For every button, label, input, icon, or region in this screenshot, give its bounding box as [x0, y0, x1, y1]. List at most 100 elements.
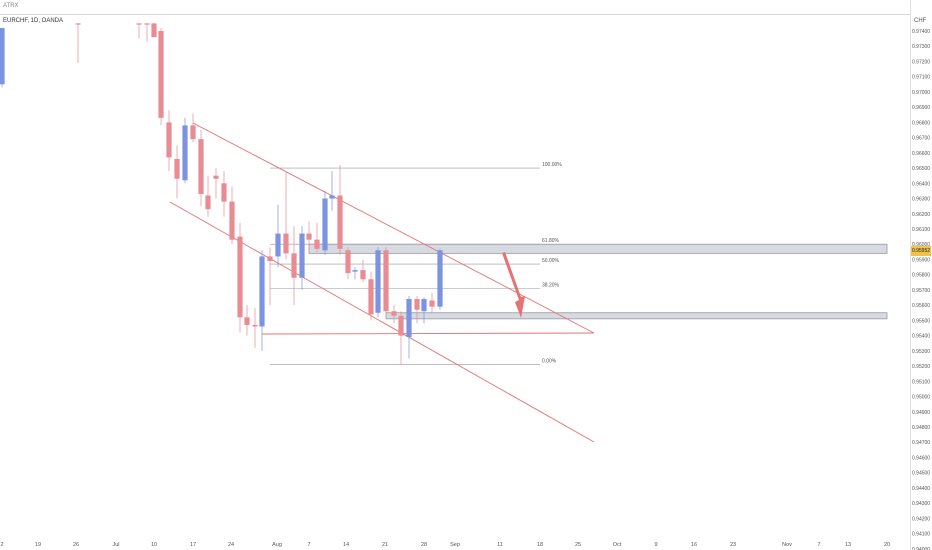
price-tick: 0.94400 — [912, 486, 930, 492]
time-label: 14 — [343, 542, 349, 548]
candle-body — [368, 279, 374, 315]
time-axis[interactable]: 2 19 26 Jul 10 17 24 Aug 7 14 21 28 Sep 11 18 25 Oct 9 16 2… — [0, 542, 890, 548]
time-label: 28 — [421, 542, 427, 548]
indicator-bar: ATRX — [0, 0, 910, 15]
price-tick: 0.95500 — [912, 318, 930, 324]
price-tick: 0.94900 — [912, 410, 930, 416]
price-tick: 0.96300 — [912, 197, 930, 203]
price-tick: 0.96500 — [912, 166, 930, 172]
price-tick: 0.95300 — [912, 349, 930, 355]
price-tick: 0.95000 — [912, 395, 930, 401]
current-price-label: 0.95952 — [911, 246, 931, 256]
resistance-zone — [308, 243, 888, 254]
price-tick: 0.95400 — [912, 334, 930, 340]
currency-label: CHF — [914, 18, 927, 24]
indicator-label: ATRX — [3, 3, 19, 9]
price-axis[interactable]: 0.97400 0.97300 0.97200 0.97100 0.97000 0.969… — [912, 29, 930, 550]
price-tick: 0.94700 — [912, 440, 930, 446]
price-tick: 0.95700 — [912, 288, 930, 294]
price-tick: 0.95900 — [912, 257, 930, 263]
time-label: 26 — [73, 542, 79, 548]
candle-body — [398, 315, 404, 336]
candle-body — [306, 233, 312, 240]
price-tick: 0.95100 — [912, 379, 930, 385]
price-tick: 0.96700 — [912, 136, 930, 142]
time-label: 7 — [307, 542, 310, 548]
candle-body — [259, 256, 265, 327]
fibonacci-retracement[interactable]: 100.00% 61.80% 50.00% 38.20% 0.00% — [270, 162, 562, 365]
candle-body — [151, 23, 157, 38]
candle-body — [322, 198, 328, 251]
support-zone — [385, 312, 888, 320]
price-tick: 0.94100 — [912, 532, 930, 538]
candle-body — [283, 233, 289, 254]
time-label: 24 — [228, 542, 234, 548]
arrow-down-icon — [502, 252, 525, 318]
time-label: Aug — [272, 542, 282, 548]
fib-level-label: 61.80% — [542, 238, 560, 244]
time-label: 23 — [730, 542, 736, 548]
candle-body — [0, 27, 5, 85]
price-tick: 0.96600 — [912, 151, 930, 157]
time-label: 13 — [845, 542, 851, 548]
time-label: 25 — [575, 542, 581, 548]
candle-body — [182, 125, 188, 181]
candle-body — [314, 239, 320, 249]
trend-lines[interactable] — [169, 122, 595, 443]
candle-body — [144, 23, 150, 25]
candle-body — [275, 233, 281, 257]
time-label: 16 — [691, 542, 697, 548]
candle-body — [166, 122, 172, 158]
time-label: 18 — [537, 542, 543, 548]
candle-body — [437, 250, 443, 307]
time-label: 21 — [382, 542, 388, 548]
candle-body — [267, 256, 273, 261]
time-label: Oct — [613, 542, 622, 548]
candle-body — [136, 23, 142, 25]
zones-layer — [308, 243, 888, 320]
price-tick: 0.96800 — [912, 120, 930, 126]
candle-body — [352, 270, 358, 272]
price-tick: 0.96400 — [912, 181, 930, 187]
candle-body — [429, 300, 435, 307]
price-tick: 0.94600 — [912, 455, 930, 461]
candle-body — [291, 253, 297, 278]
candle-body — [414, 299, 420, 310]
candle-body — [391, 311, 397, 316]
candle-body — [406, 299, 412, 338]
fib-level-label: 50.00% — [542, 258, 560, 264]
price-tick: 0.97400 — [912, 29, 930, 35]
candle-body — [190, 125, 196, 140]
price-tick: 0.97200 — [912, 59, 930, 65]
trend-line — [261, 332, 595, 335]
candle-body — [237, 236, 243, 318]
time-label: Sep — [450, 542, 460, 548]
price-tick: 0.94500 — [912, 471, 930, 477]
candle-body — [75, 23, 81, 25]
candle-body — [244, 317, 250, 325]
candle-body — [174, 158, 180, 179]
time-label: Nov — [782, 542, 792, 548]
time-label: 9 — [654, 542, 657, 548]
fib-level-label: 38.20% — [542, 282, 560, 288]
price-tick: 0.95600 — [912, 303, 930, 309]
price-tick: 0.94800 — [912, 425, 930, 431]
time-label: 17 — [190, 542, 196, 548]
time-label: 2 — [0, 542, 3, 548]
projection-arrow[interactable] — [502, 252, 525, 318]
price-scale-divider — [910, 0, 911, 550]
candle-body — [252, 324, 258, 327]
price-tick: 0.97000 — [912, 90, 930, 96]
candle-body — [360, 270, 366, 280]
fib-level-label: 0.00% — [542, 359, 557, 365]
time-label: 7 — [817, 542, 820, 548]
time-label: 11 — [497, 542, 503, 548]
time-label: 10 — [151, 542, 157, 548]
symbol-legend[interactable]: EURCHF, 1D, OANDA — [3, 18, 64, 24]
candle-body — [158, 31, 164, 118]
price-tick: 0.97100 — [912, 75, 930, 81]
price-tick: 0.95800 — [912, 273, 930, 279]
price-tick: 0.96200 — [912, 212, 930, 218]
price-tick: 0.96000 — [912, 242, 930, 248]
